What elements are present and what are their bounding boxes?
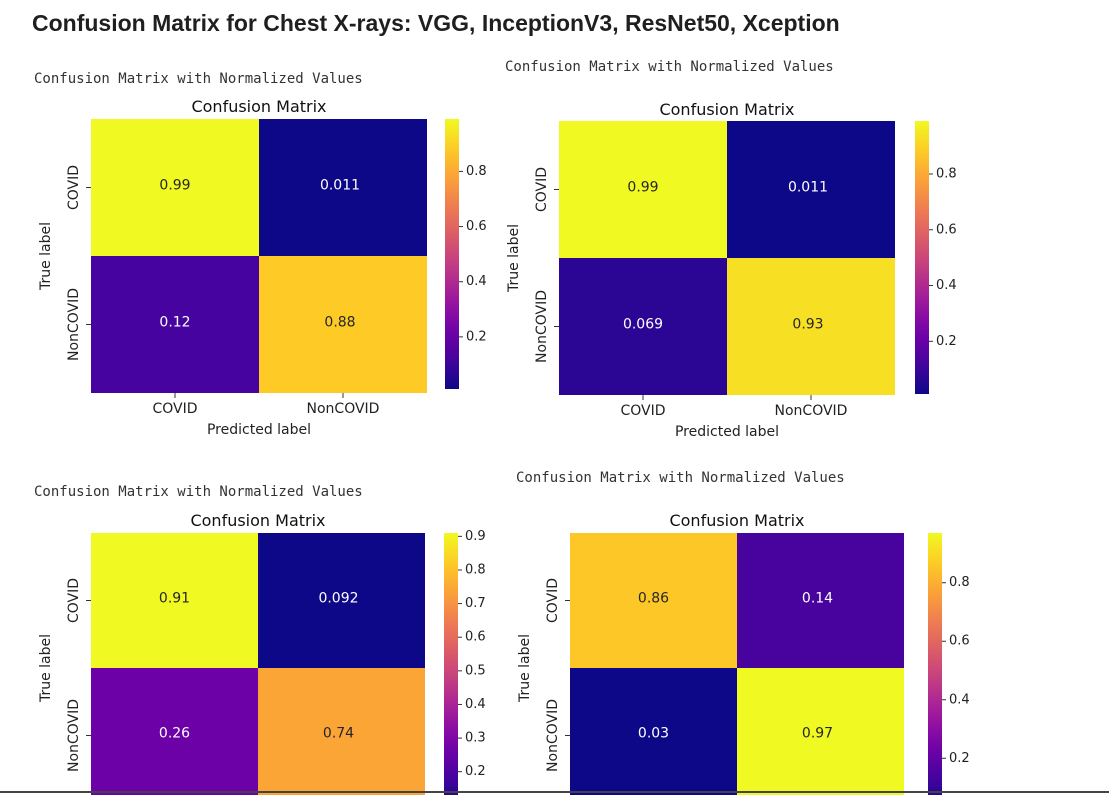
- colorbar-tick-label: 0.5: [465, 663, 486, 678]
- confusion-matrix-2: Confusion Matrix 0.99 0.011 0.069 0.93 COVID N…: [506, 100, 957, 440]
- cell-value-label: 0.88: [324, 315, 355, 331]
- y-tick-label: COVID: [66, 165, 82, 210]
- x-axis-label: Predicted label: [675, 424, 779, 440]
- cell-value-label: 0.069: [623, 317, 663, 333]
- y-tick-label: COVID: [534, 167, 550, 212]
- cell-value-label: 0.011: [788, 180, 828, 196]
- confusion-matrix-1: Confusion Matrix 0.99 0.011 0.12 0.88 COVID No…: [38, 97, 487, 438]
- chart-title: Confusion Matrix: [659, 100, 794, 119]
- chart-title: Confusion Matrix: [190, 511, 325, 530]
- heatmap-cell: [258, 533, 425, 668]
- chart-title: Confusion Matrix: [191, 97, 326, 116]
- y-tick-label: NonCOVID: [66, 288, 82, 361]
- colorbar-tick-label: 0.2: [949, 751, 970, 766]
- chart-caption-1: Confusion Matrix with Normalized Values: [34, 71, 363, 87]
- colorbar-tick-label: 0.2: [936, 334, 957, 349]
- colorbar-tick-label: 0.6: [466, 219, 487, 234]
- colorbar-tick-label: 0.6: [936, 222, 957, 237]
- cell-value-label: 0.14: [802, 591, 833, 607]
- y-axis-label: True label: [506, 224, 522, 293]
- heatmap-cell: [737, 533, 904, 668]
- colorbar-tick-label: 0.4: [949, 692, 970, 707]
- colorbar-tick-label: 0.4: [465, 697, 486, 712]
- cell-value-label: 0.092: [318, 591, 358, 607]
- colorbar: [928, 533, 942, 795]
- colorbar-tick-label: 0.9: [465, 529, 486, 544]
- y-tick-label: COVID: [66, 578, 82, 623]
- heatmap-cell: [737, 668, 904, 795]
- x-tick-label: COVID: [152, 401, 197, 417]
- chart-title: Confusion Matrix: [669, 511, 804, 530]
- cell-value-label: 0.011: [320, 178, 360, 194]
- cell-value-label: 0.99: [627, 180, 658, 196]
- cell-value-label: 0.86: [638, 591, 669, 607]
- cell-value-label: 0.99: [159, 178, 190, 194]
- x-tick-label: NonCOVID: [775, 403, 848, 419]
- colorbar-tick-label: 0.2: [465, 764, 486, 779]
- heatmap-cell: [559, 258, 727, 395]
- cell-value-label: 0.03: [638, 726, 669, 742]
- colorbar-tick-label: 0.2: [466, 329, 487, 344]
- heatmap-cell: [570, 668, 737, 795]
- heatmap-cell: [259, 256, 427, 393]
- colorbar: [444, 533, 458, 795]
- y-axis-label: True label: [38, 634, 54, 703]
- colorbar-tick-label: 0.8: [949, 575, 970, 590]
- y-axis-label: True label: [517, 634, 533, 703]
- heatmap-cell: [91, 119, 259, 256]
- cell-value-label: 0.93: [792, 317, 823, 333]
- x-tick-label: COVID: [620, 403, 665, 419]
- colorbar-tick-label: 0.4: [936, 278, 957, 293]
- heatmap-cell: [91, 668, 258, 795]
- y-tick-label: COVID: [545, 578, 561, 623]
- x-tick-label: NonCOVID: [307, 401, 380, 417]
- colorbar-tick-label: 0.8: [936, 166, 957, 181]
- y-tick-label: NonCOVID: [534, 290, 550, 363]
- colorbar: [445, 119, 459, 389]
- colorbar-tick-label: 0.7: [465, 596, 486, 611]
- heatmap-cell: [91, 533, 258, 668]
- chart-caption-4: Confusion Matrix with Normalized Values: [516, 470, 845, 486]
- y-tick-label: NonCOVID: [66, 699, 82, 772]
- heatmap-cell: [727, 258, 895, 395]
- cell-value-label: 0.74: [323, 726, 354, 742]
- colorbar-tick-label: 0.6: [465, 630, 486, 645]
- colorbar-tick-label: 0.8: [466, 164, 487, 179]
- heatmap-cell: [559, 121, 727, 258]
- heatmap-cell: [259, 119, 427, 256]
- chart-caption-2: Confusion Matrix with Normalized Values: [505, 59, 834, 75]
- x-axis-label: Predicted label: [207, 422, 311, 438]
- colorbar: [915, 121, 929, 394]
- cell-value-label: 0.97: [802, 726, 833, 742]
- confusion-matrix-4: Confusion Matrix 0.86 0.14 0.03 0.97 COVID Non…: [517, 511, 970, 795]
- colorbar-tick-label: 0.4: [466, 274, 487, 289]
- heatmap-cell: [91, 256, 259, 393]
- cell-value-label: 0.26: [159, 726, 190, 742]
- heatmap-cell: [727, 121, 895, 258]
- heatmap-cell: [570, 533, 737, 668]
- heatmap-cell: [258, 668, 425, 795]
- confusion-matrix-3: Confusion Matrix 0.91 0.092 0.26 0.74 COVID No…: [38, 511, 486, 795]
- colorbar-tick-label: 0.8: [465, 562, 486, 577]
- colorbar-tick-label: 0.3: [465, 731, 486, 746]
- cell-value-label: 0.12: [159, 315, 190, 331]
- y-tick-label: NonCOVID: [545, 699, 561, 772]
- cell-value-label: 0.91: [159, 591, 190, 607]
- page-title: Confusion Matrix for Chest X-rays: VGG, …: [32, 10, 840, 36]
- y-axis-label: True label: [38, 222, 54, 291]
- cell-divider: [0, 791, 1109, 793]
- colorbar-tick-label: 0.6: [949, 634, 970, 649]
- chart-caption-3: Confusion Matrix with Normalized Values: [34, 484, 363, 500]
